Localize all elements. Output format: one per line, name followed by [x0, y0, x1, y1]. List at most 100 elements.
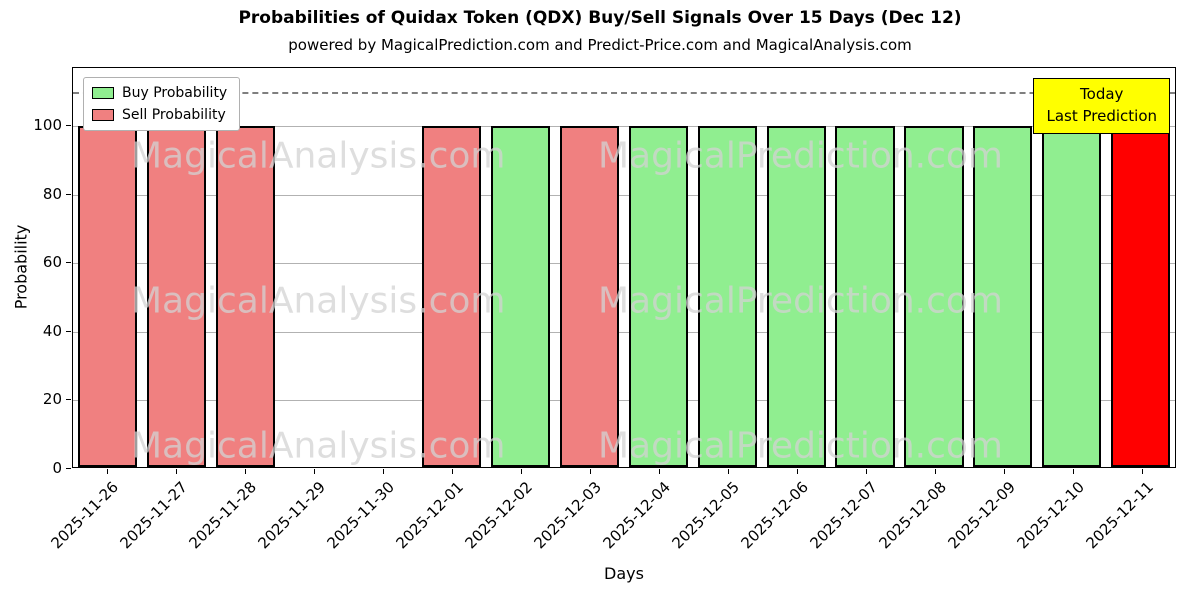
- gridline: [73, 331, 1175, 333]
- bar-slot-2025-11-27: [142, 68, 211, 467]
- x-tick-label: 2025-12-01: [392, 478, 468, 553]
- x-tick-label: 2025-12-09: [944, 478, 1020, 553]
- x-axis-label: Days: [604, 564, 644, 583]
- x-tick-mark: [796, 469, 798, 474]
- bar-slot-2025-12-04: [624, 68, 693, 467]
- x-tick-label: 2025-12-05: [668, 478, 744, 553]
- bar-sell-2025-12-03: [559, 125, 620, 467]
- x-tick-mark: [727, 469, 729, 474]
- bar-slot-2025-11-30: [349, 68, 418, 467]
- bar-sell-2025-11-26: [77, 125, 138, 467]
- bar-slot-2025-12-01: [417, 68, 486, 467]
- bar-sell-2025-12-01: [422, 125, 482, 467]
- x-tick-mark: [658, 469, 660, 474]
- y-tick-label: 0: [52, 459, 62, 477]
- bar-buy-2025-12-02: [491, 125, 551, 467]
- bar-slot-2025-11-28: [211, 68, 280, 467]
- bar-slot-2025-12-03: [555, 68, 624, 467]
- today-annotation-line2: Last Prediction: [1046, 106, 1157, 125]
- x-tick-label: 2025-12-03: [530, 478, 606, 553]
- x-tick-mark: [589, 469, 591, 474]
- bar-slot-2025-12-07: [831, 68, 900, 467]
- x-tick-mark: [1003, 469, 1005, 474]
- bar-slot-2025-12-06: [762, 68, 831, 467]
- bar-sell-2025-11-27: [146, 125, 206, 467]
- y-tick-label: 80: [42, 184, 62, 203]
- y-tick-mark: [66, 468, 71, 469]
- chart-title: Probabilities of Quidax Token (QDX) Buy/…: [238, 8, 962, 28]
- today-annotation: Today Last Prediction: [1033, 78, 1170, 134]
- bar-buy-2025-12-04: [628, 125, 689, 467]
- today-annotation-line1: Today: [1080, 85, 1124, 103]
- x-tick-label: 2025-12-06: [737, 478, 813, 553]
- x-tick-mark: [520, 469, 522, 474]
- x-tick-label: 2025-12-04: [599, 478, 675, 553]
- y-tick-label: 40: [42, 321, 62, 340]
- bar-buy-2025-12-09: [973, 125, 1033, 467]
- y-tick-mark: [66, 399, 71, 401]
- x-tick-mark: [865, 469, 867, 474]
- watermark-text: MagicalAnalysis.com: [131, 425, 506, 467]
- gridline: [73, 126, 1175, 128]
- bar-slot-2025-12-02: [486, 68, 555, 467]
- bar-buy-2025-12-08: [904, 125, 964, 467]
- bar-slot-2025-12-09: [968, 68, 1037, 467]
- x-tick-mark: [451, 469, 453, 474]
- bars-layer: [73, 68, 1175, 467]
- bar-buy-2025-12-10: [1042, 125, 1102, 467]
- y-tick-label: 60: [42, 253, 62, 272]
- buy-swatch-icon: [92, 87, 114, 99]
- x-tick-mark: [106, 469, 108, 474]
- x-tick-label: 2025-11-30: [323, 478, 399, 553]
- x-tick-label: 2025-12-11: [1082, 478, 1158, 553]
- y-tick-mark: [66, 125, 71, 127]
- x-tick-mark: [1141, 469, 1143, 474]
- x-tick-mark: [934, 469, 936, 474]
- bar-today-2025-12-11: [1110, 125, 1171, 467]
- watermark-text: MagicalPrediction.com: [598, 425, 1003, 467]
- watermark-text: MagicalPrediction.com: [598, 280, 1003, 322]
- x-tick-label: 2025-12-02: [461, 478, 537, 553]
- bar-slot-2025-11-29: [280, 68, 349, 467]
- legend-item-buy: Buy Probability: [92, 85, 227, 101]
- x-tick-mark: [313, 469, 315, 474]
- bar-slot-2025-12-05: [693, 68, 762, 467]
- legend-label-buy: Buy Probability: [122, 85, 228, 101]
- dashed-threshold-line: [73, 91, 1175, 94]
- y-tick-label: 100: [33, 116, 62, 135]
- x-tick-mark: [175, 469, 177, 474]
- bar-slot-2025-12-11: [1106, 68, 1175, 467]
- bar-slot-2025-12-08: [900, 68, 969, 467]
- y-tick-mark: [66, 330, 71, 332]
- x-tick-label: 2025-11-29: [254, 478, 330, 553]
- bar-buy-2025-12-07: [835, 125, 895, 467]
- gridline: [73, 400, 1175, 402]
- bar-sell-2025-11-28: [215, 125, 275, 467]
- gridline: [73, 194, 1175, 196]
- x-tick-mark: [382, 469, 384, 474]
- x-tick-label: 2025-12-10: [1013, 478, 1089, 553]
- y-tick-label: 20: [42, 390, 62, 409]
- legend: Buy Probability Sell Probability: [83, 77, 241, 131]
- x-tick-label: 2025-12-08: [875, 478, 951, 553]
- chart-subtitle: powered by MagicalPrediction.com and Pre…: [288, 36, 912, 54]
- bar-buy-2025-12-06: [766, 125, 826, 467]
- bar-buy-2025-12-05: [697, 125, 757, 467]
- legend-label-sell: Sell Probability: [122, 107, 226, 123]
- x-tick-label: 2025-11-28: [185, 478, 261, 553]
- x-tick-label: 2025-11-27: [116, 478, 192, 553]
- watermark-text: MagicalPrediction.com: [598, 135, 1003, 177]
- x-tick-mark: [1072, 469, 1074, 474]
- watermark-text: MagicalAnalysis.com: [131, 280, 506, 322]
- x-tick-label: 2025-12-07: [806, 478, 882, 553]
- watermark-text: MagicalAnalysis.com: [131, 135, 506, 177]
- x-tick-mark: [244, 469, 246, 474]
- x-tick-label: 2025-11-26: [47, 478, 123, 553]
- gridline: [73, 263, 1175, 265]
- y-tick-mark: [66, 262, 71, 264]
- plot-area: MagicalAnalysis.com MagicalPrediction.com…: [72, 67, 1176, 468]
- y-tick-mark: [66, 193, 71, 195]
- sell-swatch-icon: [92, 109, 114, 121]
- bar-slot-2025-12-10: [1037, 68, 1106, 467]
